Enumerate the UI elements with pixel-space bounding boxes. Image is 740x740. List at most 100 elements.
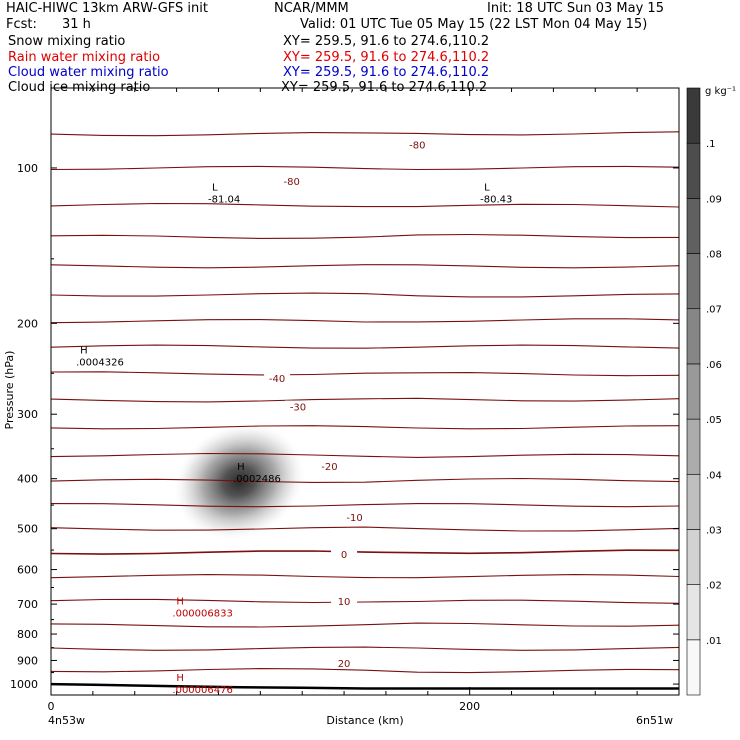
- y-tick-label: 800: [17, 628, 38, 641]
- colorbar-tick-label: .01: [706, 636, 722, 647]
- plot-title: HAIC-HIWC 13km ARW-GFS init: [6, 1, 208, 16]
- contour-label-bg: [331, 548, 358, 561]
- colorbar-segment: [686, 639, 701, 696]
- temperature-contour: [51, 668, 679, 674]
- colorbar-segment: [686, 253, 701, 310]
- y-tick-label: 900: [17, 654, 38, 667]
- extremum-type-label: L: [212, 182, 218, 193]
- temperature-contour-label: -20: [321, 462, 337, 473]
- colorbar-segment: [686, 529, 701, 585]
- field-xy-cloud-water: XY= 259.5, 91.6 to 274.6,110.2: [283, 65, 490, 80]
- init-time: Init: 18 UTC Sun 03 May 15: [487, 1, 664, 16]
- colorbar-tick-label: .07: [706, 305, 722, 316]
- temperature-contour-label: -80: [284, 177, 300, 188]
- contour-label-bg: [316, 460, 343, 473]
- x-start-location: 4n53w: [48, 714, 85, 727]
- y-tick-label: 500: [17, 523, 38, 536]
- temperature-contour: [51, 165, 679, 171]
- x-tick-label: 200: [459, 700, 480, 713]
- contour-label-bg: [404, 138, 431, 151]
- temperature-contour-label: -40: [269, 374, 285, 385]
- temperature-contour: [51, 371, 679, 377]
- colorbar-segment: [686, 584, 701, 641]
- temperature-contour: [51, 526, 679, 532]
- valid-time: Valid: 01 UTC Tue 05 May 15 (22 LST Mon …: [300, 17, 648, 32]
- colorbar-tick-label: .02: [706, 581, 722, 592]
- extremum-value-label: .000006476: [172, 685, 232, 696]
- colorbar-tick-label: .08: [706, 250, 722, 261]
- contour-label-bg: [278, 175, 305, 188]
- colorbar-segment: [686, 87, 701, 144]
- temperature-contour: [51, 397, 679, 403]
- field-name-cloud-water: Cloud water mixing ratio: [8, 65, 169, 80]
- extremum-value-label: -81.04: [208, 194, 240, 205]
- extremum-type-label: H: [80, 346, 88, 357]
- temperature-contour: [51, 425, 679, 430]
- extremum-type-label: H: [237, 462, 245, 473]
- colorbar-tick-label: .04: [706, 470, 722, 481]
- colorbar-segment: [686, 473, 701, 530]
- x-axis-label: Distance (km): [326, 714, 403, 727]
- temperature-contour: [51, 622, 679, 628]
- contour-label-bg: [341, 511, 368, 524]
- forecast-hour: 31 h: [62, 17, 91, 32]
- colorbar-tick-label: .06: [706, 360, 722, 371]
- y-tick-label: 700: [17, 598, 38, 611]
- field-name-rain: Rain water mixing ratio: [8, 50, 161, 65]
- x-tick-label: 0: [48, 700, 55, 713]
- colorbar-segment: [686, 308, 701, 365]
- colorbar-segment: [686, 198, 701, 254]
- field-xy-rain: XY= 259.5, 91.6 to 274.6,110.2: [283, 50, 490, 65]
- y-tick-label: 600: [17, 564, 38, 577]
- temperature-contour-label: 20: [338, 659, 351, 670]
- temperature-contour: [51, 598, 679, 604]
- temperature-contour: [51, 202, 679, 208]
- extremum-value-label: .000006833: [172, 608, 232, 619]
- temperature-contour: [51, 344, 679, 349]
- temperature-contour: [51, 574, 679, 579]
- terrain-line: [51, 682, 679, 690]
- plot-frame: [50, 87, 680, 696]
- colorbar-tick-label: .09: [706, 194, 722, 205]
- colorbar-tick-label: .03: [706, 525, 722, 536]
- temperature-contour: [51, 131, 679, 137]
- colorbar-segment: [686, 363, 701, 420]
- temperature-contour-label: -80: [409, 140, 425, 151]
- y-tick-label: 200: [17, 317, 38, 330]
- y-tick-label: 300: [17, 408, 38, 421]
- temperature-contour: [51, 477, 679, 483]
- extremum-type-label: L: [484, 182, 490, 193]
- contour-label-bg: [264, 371, 291, 384]
- temperature-contour: [51, 503, 679, 508]
- temperature-contour: [51, 646, 679, 651]
- colorbar-segment: [686, 418, 701, 475]
- field-xy-snow: XY= 259.5, 91.6 to 274.6,110.2: [283, 34, 490, 49]
- temperature-contour: [51, 318, 679, 324]
- colorbar-segment: [686, 142, 701, 199]
- colorbar-tick-label: .1: [706, 139, 716, 150]
- temperature-contour: [51, 233, 679, 239]
- extremum-type-label: H: [176, 596, 184, 607]
- contour-label-bg: [331, 594, 358, 607]
- field-name-snow: Snow mixing ratio: [8, 34, 126, 49]
- y-tick-label: 400: [17, 473, 38, 486]
- y-tick-label: 1000: [10, 678, 38, 691]
- extremum-type-label: H: [176, 673, 184, 684]
- organization-label: NCAR/MMM: [274, 1, 349, 16]
- extremum-value-label: .0004326: [76, 358, 124, 369]
- forecast-label: Fcst:: [6, 17, 37, 32]
- x-end-location: 6n51w: [636, 714, 673, 727]
- colorbar-tick-label: .05: [706, 415, 722, 426]
- extremum-value-label: .0002486: [233, 474, 281, 485]
- temperature-contour-label: 0: [341, 550, 347, 561]
- contour-label-bg: [285, 400, 312, 413]
- y-tick-label: 100: [17, 162, 38, 175]
- temperature-contour: [51, 292, 679, 298]
- temperature-contour: [51, 549, 679, 555]
- extremum-value-label: -80.43: [480, 194, 512, 205]
- temperature-contour-label: -30: [290, 403, 306, 414]
- temperature-contour-label: -10: [346, 513, 362, 524]
- temperature-contour: [51, 264, 679, 269]
- y-axis-label: Pressure (hPa): [3, 351, 16, 430]
